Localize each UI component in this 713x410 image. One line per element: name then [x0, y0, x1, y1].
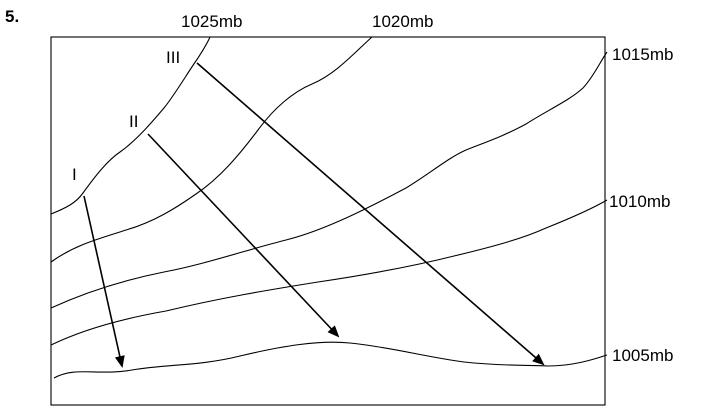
question-number: 5.	[5, 7, 19, 26]
isobar-1020	[50, 36, 373, 263]
isobar-label-1010: 1010mb	[609, 192, 670, 211]
isobar-1015	[50, 51, 608, 309]
isobar-label-1015: 1015mb	[612, 45, 673, 64]
map-frame	[50, 36, 606, 406]
wind-arrow-ii	[147, 133, 340, 338]
isobar-1010	[50, 199, 608, 346]
isobar-1025	[50, 36, 211, 215]
wind-arrow-i	[83, 195, 125, 368]
isobar-label-1020: 1020mb	[372, 12, 433, 31]
isobar-label-1005: 1005mb	[612, 346, 673, 365]
isobar-label-1025: 1025mb	[181, 12, 242, 31]
arrow-label-iii: III	[166, 48, 180, 67]
arrow-label-ii: II	[129, 112, 138, 131]
wind-arrow-iii	[196, 62, 545, 366]
isobar-1005	[53, 341, 608, 379]
arrow-label-i: I	[72, 165, 77, 184]
